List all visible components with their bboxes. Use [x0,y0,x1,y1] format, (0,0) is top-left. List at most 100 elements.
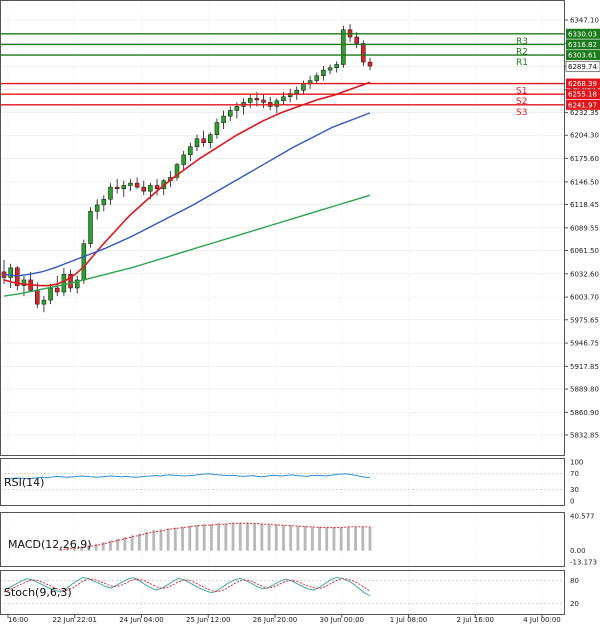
x-tick-label: 24 Jun 04:00 [119,616,163,624]
macd-bar [268,524,271,551]
candle-up [321,70,325,76]
price-tick-label: 6146.50 [570,178,599,186]
macd-tick-label: 40.577 [570,513,595,521]
price-tick-label: 5975.65 [570,316,599,324]
macd-bar [160,529,163,550]
macd-bar [296,526,299,551]
macd-bar [145,532,148,551]
macd-bar [253,523,256,550]
level-name-r2: R2 [516,47,528,57]
price-tick-label: 5832.85 [570,432,599,440]
macd-bar [325,528,328,551]
level-name-r3: R3 [516,37,528,47]
macd-bar [217,523,220,550]
candle-up [208,135,212,143]
x-tick-label: 22 Jun 22:01 [53,616,97,624]
candle-down [262,100,266,102]
macd-tick-label: -13.173 [570,559,597,567]
candle-down [368,62,372,66]
price-tick-label: 6089.55 [570,224,599,232]
candle-up [315,76,319,81]
x-tick-label: 4 Jul 00:00 [523,616,561,624]
candle-down [361,43,365,62]
candle-up [49,288,53,300]
stoch-tick-label: 20 [570,600,579,608]
candle-up [89,211,93,243]
candle-up [215,123,219,135]
candle-up [235,106,239,110]
level-price-label: 6303.61 [568,52,597,60]
price-tick-label: 6061.50 [570,247,599,255]
candle-up [62,274,66,292]
macd-bar [167,528,170,550]
candle-up [228,110,232,116]
price-tick-label: 5917.85 [570,363,599,371]
candle-up [188,147,192,155]
candle-down [35,290,39,304]
macd-bar [174,528,177,551]
candle-down [355,37,359,43]
price-tick-label: 6175.60 [570,155,599,163]
macd-bar [282,525,285,551]
macd-bar [188,526,191,551]
macd-bar [152,530,155,551]
candle-up [222,116,226,122]
candle-up [248,98,252,102]
macd-bar [340,528,343,551]
macd-bar [210,524,213,551]
macd-bar [304,526,307,551]
candle-up [335,64,339,67]
candle-up [102,199,106,205]
last-price-label: 6289.74 [568,63,597,71]
macd-bar [246,522,249,550]
candle-up [82,244,86,280]
candle-up [281,97,285,101]
price-tick-label: 6003.70 [570,294,599,302]
x-tick-label: 30 Jun 00:00 [320,616,364,624]
macd-bar [232,522,235,550]
macd-bar [311,527,314,551]
macd-bar [318,527,321,551]
candle-up [328,68,332,70]
price-tick-label: 6347.10 [570,17,599,25]
macd-bar [361,527,364,551]
candle-down [142,187,146,191]
candle-up [295,90,299,93]
level-price-label: 6316.82 [568,41,597,49]
candle-up [182,155,186,165]
candle-down [255,98,259,100]
candle-up [42,300,46,304]
stoch-label: Stoch(9,6,3) [4,586,72,599]
level-name-s1: S1 [516,87,527,97]
macd-bar [333,528,336,551]
candle-down [135,183,139,187]
price-tick-label: 6204.30 [570,132,599,140]
macd-bar [196,525,199,551]
level-name-r1: R1 [516,58,528,68]
x-tick-label: 26 Jun 20:00 [253,616,297,624]
candle-up [108,187,112,199]
price-tick-label: 5946.75 [570,340,599,348]
rsi-label: RSI(14) [4,476,44,489]
level-name-s3: S3 [516,108,527,118]
candle-up [195,139,199,147]
price-tick-label: 6032.60 [570,270,599,278]
candle-down [115,187,119,189]
candle-up [301,84,305,90]
macd-bar [131,535,134,550]
macd-bar [181,527,184,551]
candle-up [9,268,13,278]
level-price-label: 6330.03 [568,30,597,38]
level-name-s2: S2 [516,97,527,107]
x-tick-label: 16:00 [8,616,28,624]
macd-bar [275,524,278,551]
price-tick-label: 5889.80 [570,386,599,394]
candle-down [202,139,206,143]
x-tick-label: 25 Jun 12:00 [186,616,230,624]
x-tick-label: 2 Jul 16:00 [456,616,494,624]
x-tick-label: 1 Jul 08:00 [390,616,428,624]
macd-bar [203,524,206,551]
level-price-label: 6241.97 [568,101,597,109]
candle-up [341,30,345,65]
